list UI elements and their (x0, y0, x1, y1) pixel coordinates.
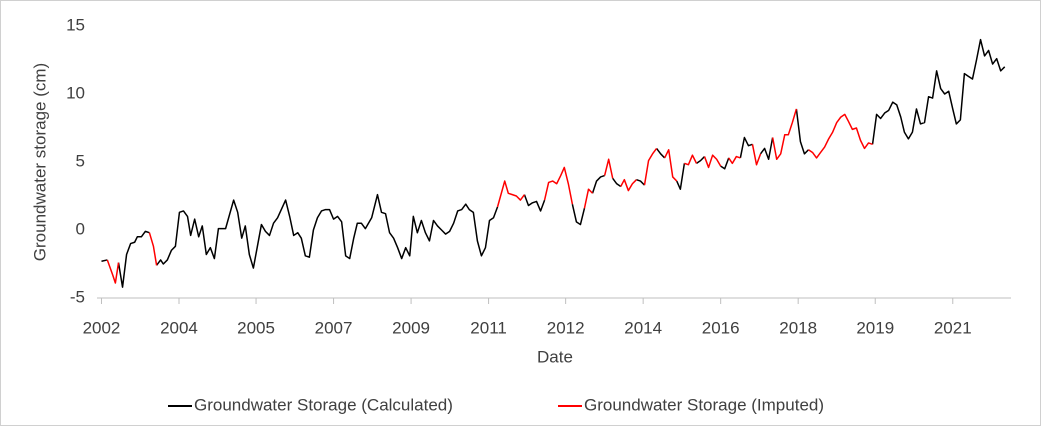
x-tick-label: 2016 (702, 318, 740, 337)
data-line (106, 108, 873, 284)
x-tick-label: 2014 (624, 318, 662, 337)
x-tick-label: 2011 (470, 318, 507, 337)
y-axis-title: Groundwater storage (cm) (30, 63, 49, 261)
x-tick-label: 2004 (160, 318, 198, 337)
x-axis-title: Date (537, 347, 573, 366)
x-tick-label: 2021 (934, 318, 972, 337)
x-tick-label: 2002 (83, 318, 121, 337)
x-tick-label: 2005 (237, 318, 275, 337)
x-tick-label: 2018 (779, 318, 817, 337)
legend-label: Groundwater Storage (Calculated) (194, 395, 453, 414)
x-tick-label: 2019 (856, 318, 894, 337)
y-tick-label: -5 (70, 287, 85, 306)
data-line (101, 38, 1006, 288)
y-tick-label: 0 (76, 219, 85, 238)
y-tick-label: 5 (76, 151, 85, 170)
x-tick-label: 2009 (392, 318, 430, 337)
x-tick-label: 2012 (547, 318, 585, 337)
y-tick-label: 10 (66, 83, 85, 102)
y-tick-label: 15 (66, 15, 85, 34)
legend-label: Groundwater Storage (Imputed) (584, 395, 824, 414)
x-tick-label: 2007 (315, 318, 353, 337)
